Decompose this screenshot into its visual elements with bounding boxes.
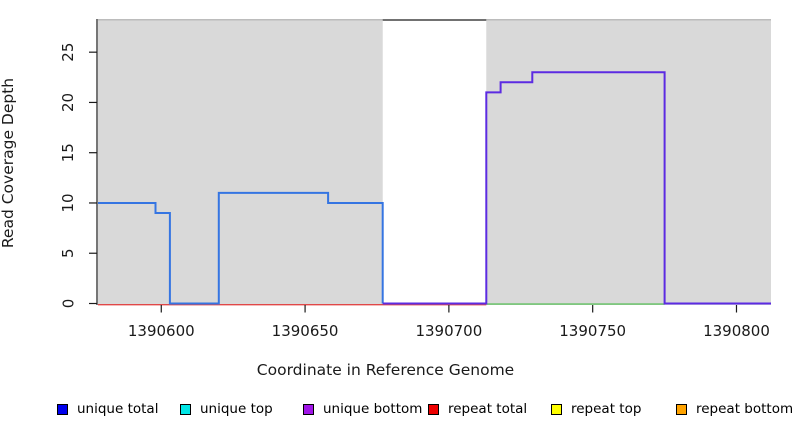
legend-item-unique-total: unique total [57,401,159,417]
x-tick-label: 1390650 [272,322,339,340]
legend: unique total unique top unique bottom re… [0,401,792,418]
y-tick-label: 15 [59,143,77,162]
legend-item-repeat-top: repeat top [551,401,642,417]
x-tick-label: 1390750 [559,322,626,340]
x-axis-title: Coordinate in Reference Genome [256,361,515,379]
legend-label: unique bottom [323,401,423,417]
y-tick-label: 20 [59,93,77,112]
legend-item-unique-bottom: unique bottom [303,401,423,417]
x-tick-label: 1390600 [128,322,195,340]
y-tick-label: 5 [59,248,77,258]
y-axis-title: Read Coverage Depth [0,77,17,249]
legend-label: repeat bottom [696,401,792,417]
y-tick-label: 25 [59,43,77,62]
unique-bottom-swatch-icon [303,403,314,415]
legend-item-unique-top: unique top [180,401,273,417]
unique-total-swatch-icon [57,403,68,415]
y-tick-label: 0 [59,299,77,309]
y-tick-label: 10 [59,193,77,212]
x-tick-label: 1390700 [415,322,482,340]
repeat-total-swatch-icon [428,403,439,415]
legend-item-repeat-bottom: repeat bottom [676,401,792,417]
repeat-top-swatch-icon [551,403,562,415]
legend-item-repeat-total: repeat total [428,401,528,417]
plot-background-right [486,19,771,305]
legend-label: repeat total [448,401,528,417]
series-unique-bottom [382,71,771,305]
legend-label: repeat top [571,401,642,417]
unique-top-swatch-icon [180,403,191,415]
x-tick-label: 1390800 [703,322,770,340]
legend-label: unique top [200,401,273,417]
repeat-bottom-swatch-icon [676,403,687,415]
legend-label: unique total [77,401,159,417]
series-unique-total [98,191,384,305]
plot-background-left [98,19,383,305]
